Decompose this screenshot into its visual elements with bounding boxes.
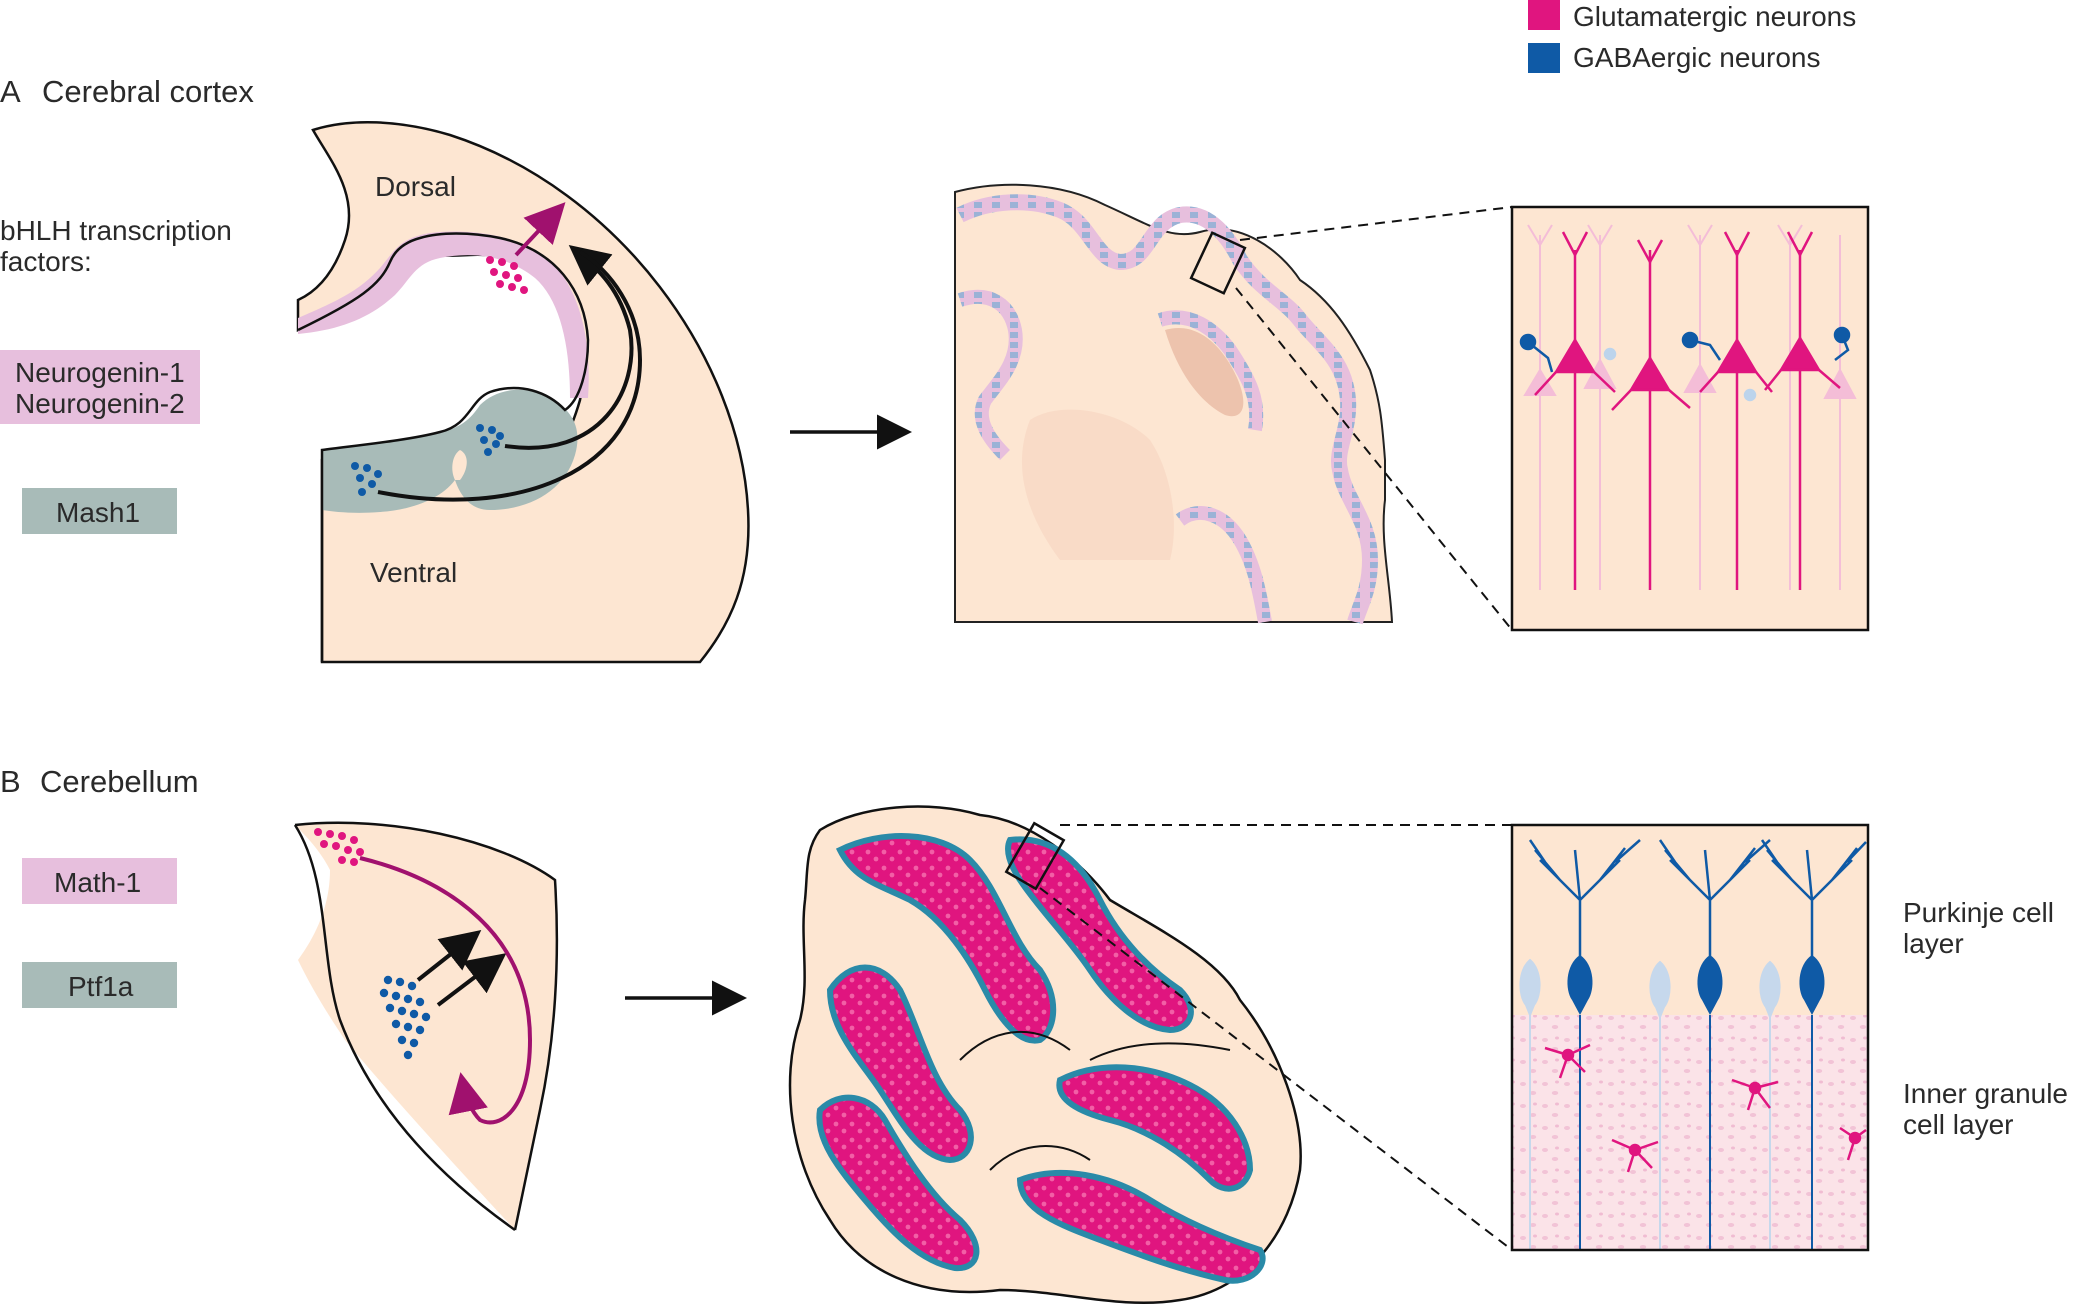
legend-swatch-glutamatergic: [1528, 0, 1560, 30]
ventral-notch: [452, 450, 467, 480]
granule-layer-label-line1: Inner granule: [1903, 1078, 2068, 1109]
cerebellar-anlage: [293, 821, 559, 1232]
faint-purkinje-cells: [1519, 958, 1781, 1250]
legend-label-gabaergic: GABAergic neurons: [1573, 42, 1820, 73]
tangential-migration-arrow-1: [504, 245, 634, 450]
panel-b: B Cerebellum Math-1 Ptf1a: [0, 764, 2068, 1305]
anlage-purple-arrow: [359, 856, 533, 1125]
panel-b-letter: B: [0, 764, 21, 799]
cerebellar-white-matter-tracts: [959, 1030, 1231, 1171]
brain-hemisphere-stroke: [297, 232, 590, 662]
gabaergic-interneurons: [1519, 326, 1851, 402]
panel-b-title: Cerebellum: [40, 764, 199, 799]
radial-migration-arrow: [514, 202, 566, 257]
cortex-inset-background: [1512, 207, 1868, 630]
cerebellum-zoom-line-bottom: [1039, 887, 1513, 1251]
factor-ptf1a: Ptf1a: [68, 971, 134, 1002]
cerebellum-inset-frame: [1510, 823, 1870, 1252]
cortex-zoom-line-top: [1239, 206, 1513, 241]
factors-heading-line1: bHLH transcription: [0, 215, 232, 246]
factor-ptf1a-box: [22, 962, 177, 1008]
factor-neurogenin-box: [0, 350, 200, 424]
legend-label-glutamatergic: Glutamatergic neurons: [1573, 1, 1856, 32]
cortex-tissue: [954, 183, 1394, 623]
cortex-ventricle: [1165, 328, 1244, 417]
ventral-neuron-cluster-1: [476, 424, 504, 456]
cortex-gyri-band: [956, 194, 1379, 625]
cerebellum-zoom-box: [1004, 821, 1066, 891]
tangential-migration-arrow-2: [377, 250, 643, 502]
cerebellar-anlage-inner-outline: [293, 824, 516, 1232]
dorsal-proliferative-zone: [298, 231, 589, 398]
cerebellar-anlage-outline: [294, 821, 559, 1231]
ventral-eminence: [322, 389, 578, 513]
cortex-inset: [1510, 205, 1870, 632]
anlage-migration-arrow-2: [436, 953, 507, 1007]
telencephalon-drawing: Dorsal Ventral: [296, 120, 750, 664]
panel-a-title: Cerebral cortex: [42, 74, 254, 109]
rhombic-lip-cluster: [314, 828, 364, 866]
cortex-inset-frame: [1510, 205, 1870, 632]
legend-swatch-gabaergic: [1528, 43, 1560, 73]
cerebellar-folia: [816, 833, 1266, 1284]
ventral-neuron-cluster-2: [351, 462, 382, 496]
factor-mash1: Mash1: [56, 497, 140, 528]
factors-heading-line2: factors:: [0, 246, 92, 277]
granule-layer-label-line2: cell layer: [1903, 1109, 2013, 1140]
cerebellum-inset: [1510, 823, 1870, 1252]
granule-layer-glutamatergic-cells: [1544, 1043, 1867, 1173]
cortex-gyri-inner: [957, 289, 1272, 624]
ventral-label: Ventral: [370, 557, 457, 588]
anlage-migration-arrow-1: [416, 930, 482, 982]
purkinje-axons: [1579, 1015, 1813, 1250]
glutamatergic-pyramidal-neurons: [1534, 231, 1841, 590]
cortex-zoom-box: [1189, 231, 1247, 295]
factor-math1: Math-1: [54, 867, 141, 898]
dorsal-neuron-cluster: [486, 256, 528, 294]
purkinje-layer-label-line1: Purkinje cell: [1903, 897, 2054, 928]
purkinje-layer-label-line2: layer: [1903, 928, 1964, 959]
legend: Glutamatergic neurons GABAergic neurons: [1528, 0, 1856, 73]
dorsal-label: Dorsal: [375, 171, 456, 202]
purkinje-somata: [1567, 955, 1825, 1015]
cerebellar-anlage-tissue: [295, 822, 557, 1230]
factor-neurogenin-2: Neurogenin-2: [15, 388, 185, 419]
cerebellum-section: [788, 805, 1513, 1305]
factor-neurogenin-1: Neurogenin-1: [15, 357, 185, 388]
cortex-section: [954, 183, 1513, 631]
cortex-white-matter: [1021, 409, 1174, 560]
ventricular-zone-cluster: [379, 975, 431, 1060]
panel-a-letter: A: [0, 74, 21, 109]
cortex-zoom-line-bottom: [1235, 287, 1513, 631]
panel-a: A Cerebral cortex bHLH transcription fac…: [0, 74, 1870, 664]
purkinje-dendrites: [1528, 839, 1867, 960]
factor-math1-box: [22, 858, 177, 904]
factor-mash1-box: [22, 488, 177, 534]
